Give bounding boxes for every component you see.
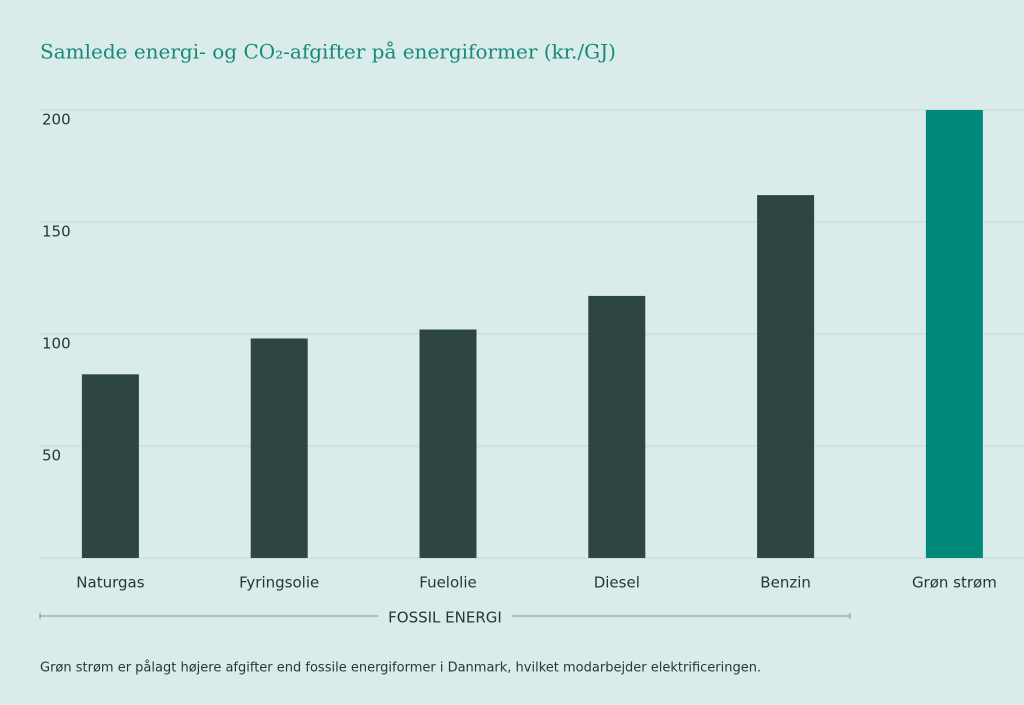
bar: [757, 195, 815, 558]
y-tick-label: 100: [42, 335, 71, 353]
group-label: FOSSIL ENERGI: [388, 609, 502, 627]
footnote: Grøn strøm er pålagt højere afgifter end…: [40, 661, 761, 676]
y-tick-label: 200: [42, 111, 71, 129]
x-tick-label: Diesel: [594, 574, 640, 592]
y-tick-label: 150: [42, 223, 71, 241]
bar: [588, 295, 646, 558]
bar: [925, 110, 983, 558]
y-tick-label: 50: [42, 447, 61, 465]
bar: [419, 329, 477, 558]
x-tick-label: Naturgas: [76, 574, 144, 592]
bar: [81, 374, 139, 558]
x-tick-label: Grøn strøm: [912, 574, 997, 592]
x-tick-label: Benzin: [760, 574, 811, 592]
chart-title: Samlede energi- og CO₂-afgifter på energ…: [40, 40, 616, 64]
x-tick-label: Fyringsolie: [239, 574, 319, 592]
x-tick-label: Fuelolie: [419, 574, 476, 592]
bar: [250, 338, 308, 558]
